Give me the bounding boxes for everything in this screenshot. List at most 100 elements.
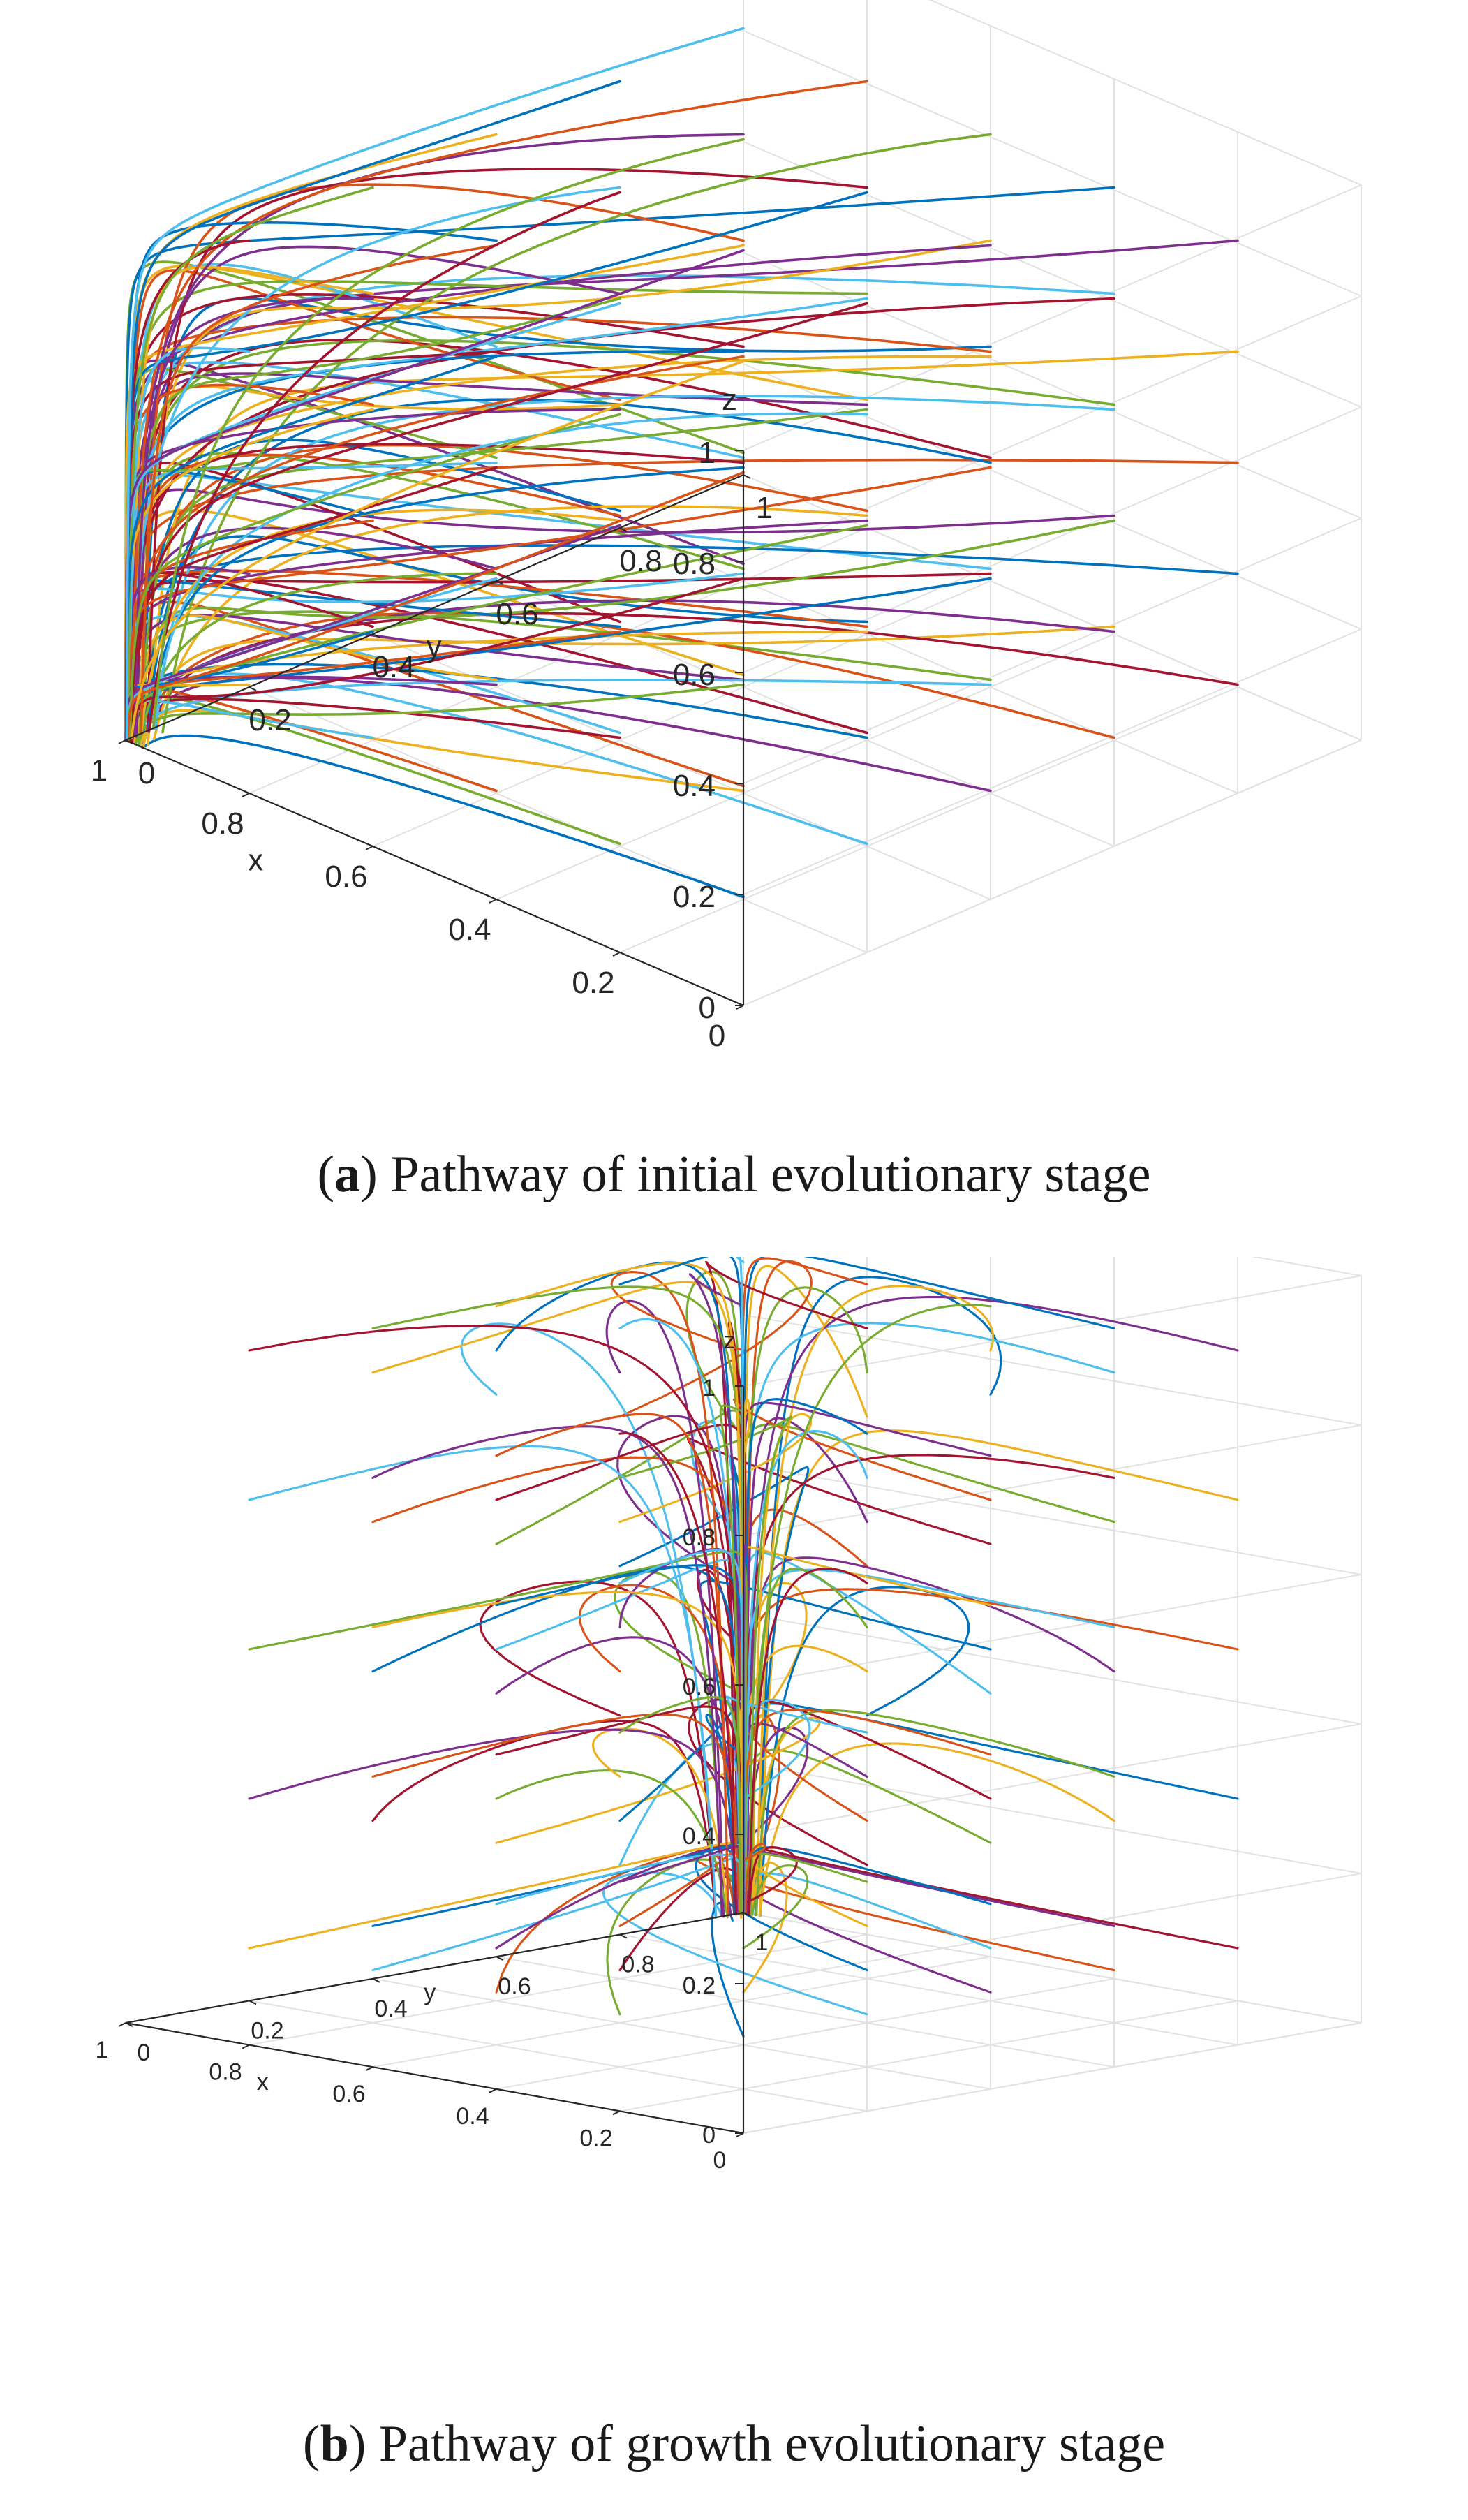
y-tick — [125, 739, 133, 744]
y-tick-label: 0.8 — [619, 544, 662, 578]
z-tick-label: 0.6 — [673, 658, 716, 692]
chart-b-plot: 0 0.2 0.4 0.6 0.8 1 0 0.2 0.4 0.6 0.8 1 0 0.2 0.4 0.6 0.… — [96, 1257, 1362, 2174]
y-tick — [619, 527, 628, 532]
trajectory-line — [129, 466, 498, 741]
y-tick-label: 0 — [138, 2040, 151, 2066]
trajectory-line — [606, 1858, 740, 2016]
trajectory-line — [618, 1431, 738, 1916]
z-tick-label: 0.2 — [683, 1973, 716, 1999]
y-tick-label: 0.6 — [496, 597, 538, 631]
z-tick-label: 0.2 — [673, 880, 716, 914]
trajectory-line — [618, 1260, 813, 1915]
z-tick-label: 0.4 — [673, 769, 716, 803]
x-tick-label: 0.4 — [448, 913, 491, 947]
gridline — [249, 2000, 868, 2112]
y-tick-label: 1 — [755, 1929, 769, 1956]
trajectories-a — [124, 27, 1239, 899]
trajectory-line — [248, 1445, 718, 1919]
gridline — [743, 1723, 1362, 1835]
x-tick-label: 0 — [709, 1019, 725, 1053]
caption-a-text: Pathway of initial evolutionary stage — [390, 1146, 1151, 1203]
x-tick — [489, 2088, 497, 2093]
gridline — [743, 1314, 1362, 1426]
trajectory-line — [130, 360, 745, 739]
y-tick-label: 0.2 — [249, 703, 291, 737]
z-tick-label: 0.6 — [683, 1674, 716, 1700]
trajectory-line — [758, 1429, 1239, 1917]
trajectory-line — [618, 1466, 810, 1917]
tick-labels-b: 0 0.2 0.4 0.6 0.8 1 0 0.2 0.4 0.6 0.8 1 0 0.2 0.4 0.6 0.… — [96, 1327, 769, 2174]
x-tick — [612, 2110, 621, 2116]
z-tick-label: 0.8 — [673, 547, 716, 581]
tick-labels-a: 00.20.40.60.81 00.20.40.60.8100.20.40.60.… — [91, 383, 773, 1053]
trajectory-line — [371, 1285, 746, 1915]
gridline — [372, 1977, 991, 2090]
axes-a — [118, 450, 751, 1010]
gridline — [743, 30, 1362, 297]
x-tick — [612, 952, 621, 957]
trajectory-line — [755, 1709, 1115, 1916]
trajectory-line — [495, 1716, 821, 1915]
x-tick — [242, 793, 250, 797]
y-tick — [372, 1977, 380, 1983]
trajectory-line — [140, 183, 745, 735]
y-tick-label: 0.8 — [621, 1952, 654, 1978]
gridline — [619, 686, 1238, 953]
gridline — [743, 141, 1362, 408]
x-axis-line — [125, 739, 744, 1007]
x-tick — [489, 899, 497, 904]
trajectory-line — [618, 1415, 793, 1915]
gridline — [743, 406, 1362, 673]
caption-b: (b) Pathway of growth evolutionary stage — [302, 2415, 1166, 2473]
z-axis-label: z — [724, 1327, 736, 1354]
gridline — [743, 1912, 1362, 2024]
trajectory-line — [460, 1322, 717, 1919]
trajectory-line — [151, 412, 868, 730]
gridline — [743, 2022, 1362, 2134]
y-tick-label: 0 — [138, 756, 155, 790]
gridline — [496, 1956, 1115, 2068]
gridline — [496, 633, 1115, 900]
gridline — [743, 739, 1362, 1006]
x-tick-label: 0.6 — [332, 2081, 365, 2107]
x-tick-label: 1 — [96, 2037, 109, 2063]
axes-b — [118, 1385, 751, 2137]
trajectory-line — [739, 1845, 1239, 1950]
trajectory-line — [742, 1454, 1115, 1914]
y-tick — [743, 1912, 751, 1917]
gridline — [743, 295, 1362, 562]
gridline — [743, 1613, 1362, 1725]
gridline — [372, 1956, 991, 2068]
trajectory-line — [371, 1713, 741, 1915]
gridline — [743, 474, 1362, 741]
y-axis-line — [125, 473, 744, 742]
trajectory-line — [495, 1413, 729, 1917]
trajectory-line — [742, 1864, 809, 1950]
trajectory-line — [495, 1769, 729, 1919]
y-tick — [125, 2022, 133, 2027]
trajectory-line — [248, 1728, 739, 1915]
x-tick-label: 0 — [713, 2147, 727, 2174]
trajectory-line — [130, 80, 868, 739]
x-tick — [365, 846, 373, 850]
trajectory-line — [479, 1580, 717, 1919]
trajectory-line — [742, 1843, 766, 1915]
trajectory-line — [705, 1714, 745, 1916]
x-axis-line — [125, 2021, 744, 2135]
gridline — [928, 0, 1362, 186]
x-axis-label: x — [257, 2069, 269, 2095]
trajectory-line — [371, 1425, 723, 1918]
trajectory-line — [138, 239, 992, 747]
trajectory-line — [371, 1591, 745, 1914]
trajectory-line — [147, 466, 745, 733]
x-axis-label: x — [248, 843, 263, 877]
gridline — [496, 1977, 1115, 2090]
trajectory-line — [144, 734, 745, 899]
gridline — [743, 363, 1362, 630]
trajectory-line — [151, 138, 745, 730]
panel-b: 0 0.2 0.4 0.6 0.8 1 0 0.2 0.4 0.6 0.8 1 0 0.2 0.4 0.6 0.… — [0, 1257, 1468, 2520]
x-tick — [365, 2066, 373, 2072]
y-tick — [496, 1956, 504, 1961]
trajectory-line — [748, 1567, 868, 1915]
x-tick-label: 1 — [91, 753, 107, 788]
